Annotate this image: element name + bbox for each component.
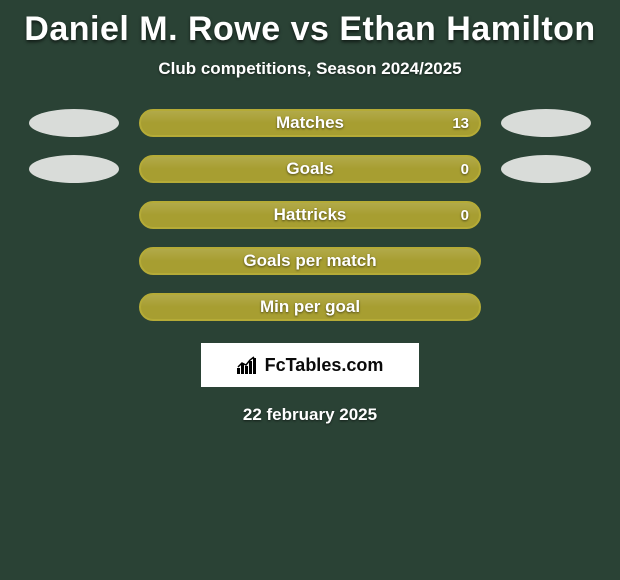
stat-bar: Matches13 xyxy=(139,109,481,137)
stat-row: Goals0 xyxy=(0,155,620,183)
right-player-marker xyxy=(501,155,591,183)
stat-value: 0 xyxy=(461,203,469,227)
stat-bar: Hattricks0 xyxy=(139,201,481,229)
stat-label: Matches xyxy=(141,111,479,135)
source-logo: FcTables.com xyxy=(201,343,419,387)
stat-row: Matches13 xyxy=(0,109,620,137)
page-title: Daniel M. Rowe vs Ethan Hamilton xyxy=(0,6,620,59)
stat-bar: Min per goal xyxy=(139,293,481,321)
stat-label: Min per goal xyxy=(141,295,479,319)
date-label: 22 february 2025 xyxy=(0,387,620,425)
stat-label: Goals xyxy=(141,157,479,181)
stat-row: Min per goal xyxy=(0,293,620,321)
stat-bar: Goals per match xyxy=(139,247,481,275)
stat-row: Hattricks0 xyxy=(0,201,620,229)
subtitle: Club competitions, Season 2024/2025 xyxy=(0,59,620,109)
stat-label: Hattricks xyxy=(141,203,479,227)
source-logo-text: FcTables.com xyxy=(265,355,384,376)
left-player-marker xyxy=(29,155,119,183)
stat-value: 13 xyxy=(452,111,469,135)
stat-value: 0 xyxy=(461,157,469,181)
stats-list: Matches13Goals0Hattricks0Goals per match… xyxy=(0,109,620,321)
bars-icon xyxy=(237,356,259,374)
left-player-marker xyxy=(29,109,119,137)
stat-row: Goals per match xyxy=(0,247,620,275)
stat-bar: Goals0 xyxy=(139,155,481,183)
stat-label: Goals per match xyxy=(141,249,479,273)
comparison-infographic: Daniel M. Rowe vs Ethan Hamilton Club co… xyxy=(0,0,620,425)
right-player-marker xyxy=(501,109,591,137)
